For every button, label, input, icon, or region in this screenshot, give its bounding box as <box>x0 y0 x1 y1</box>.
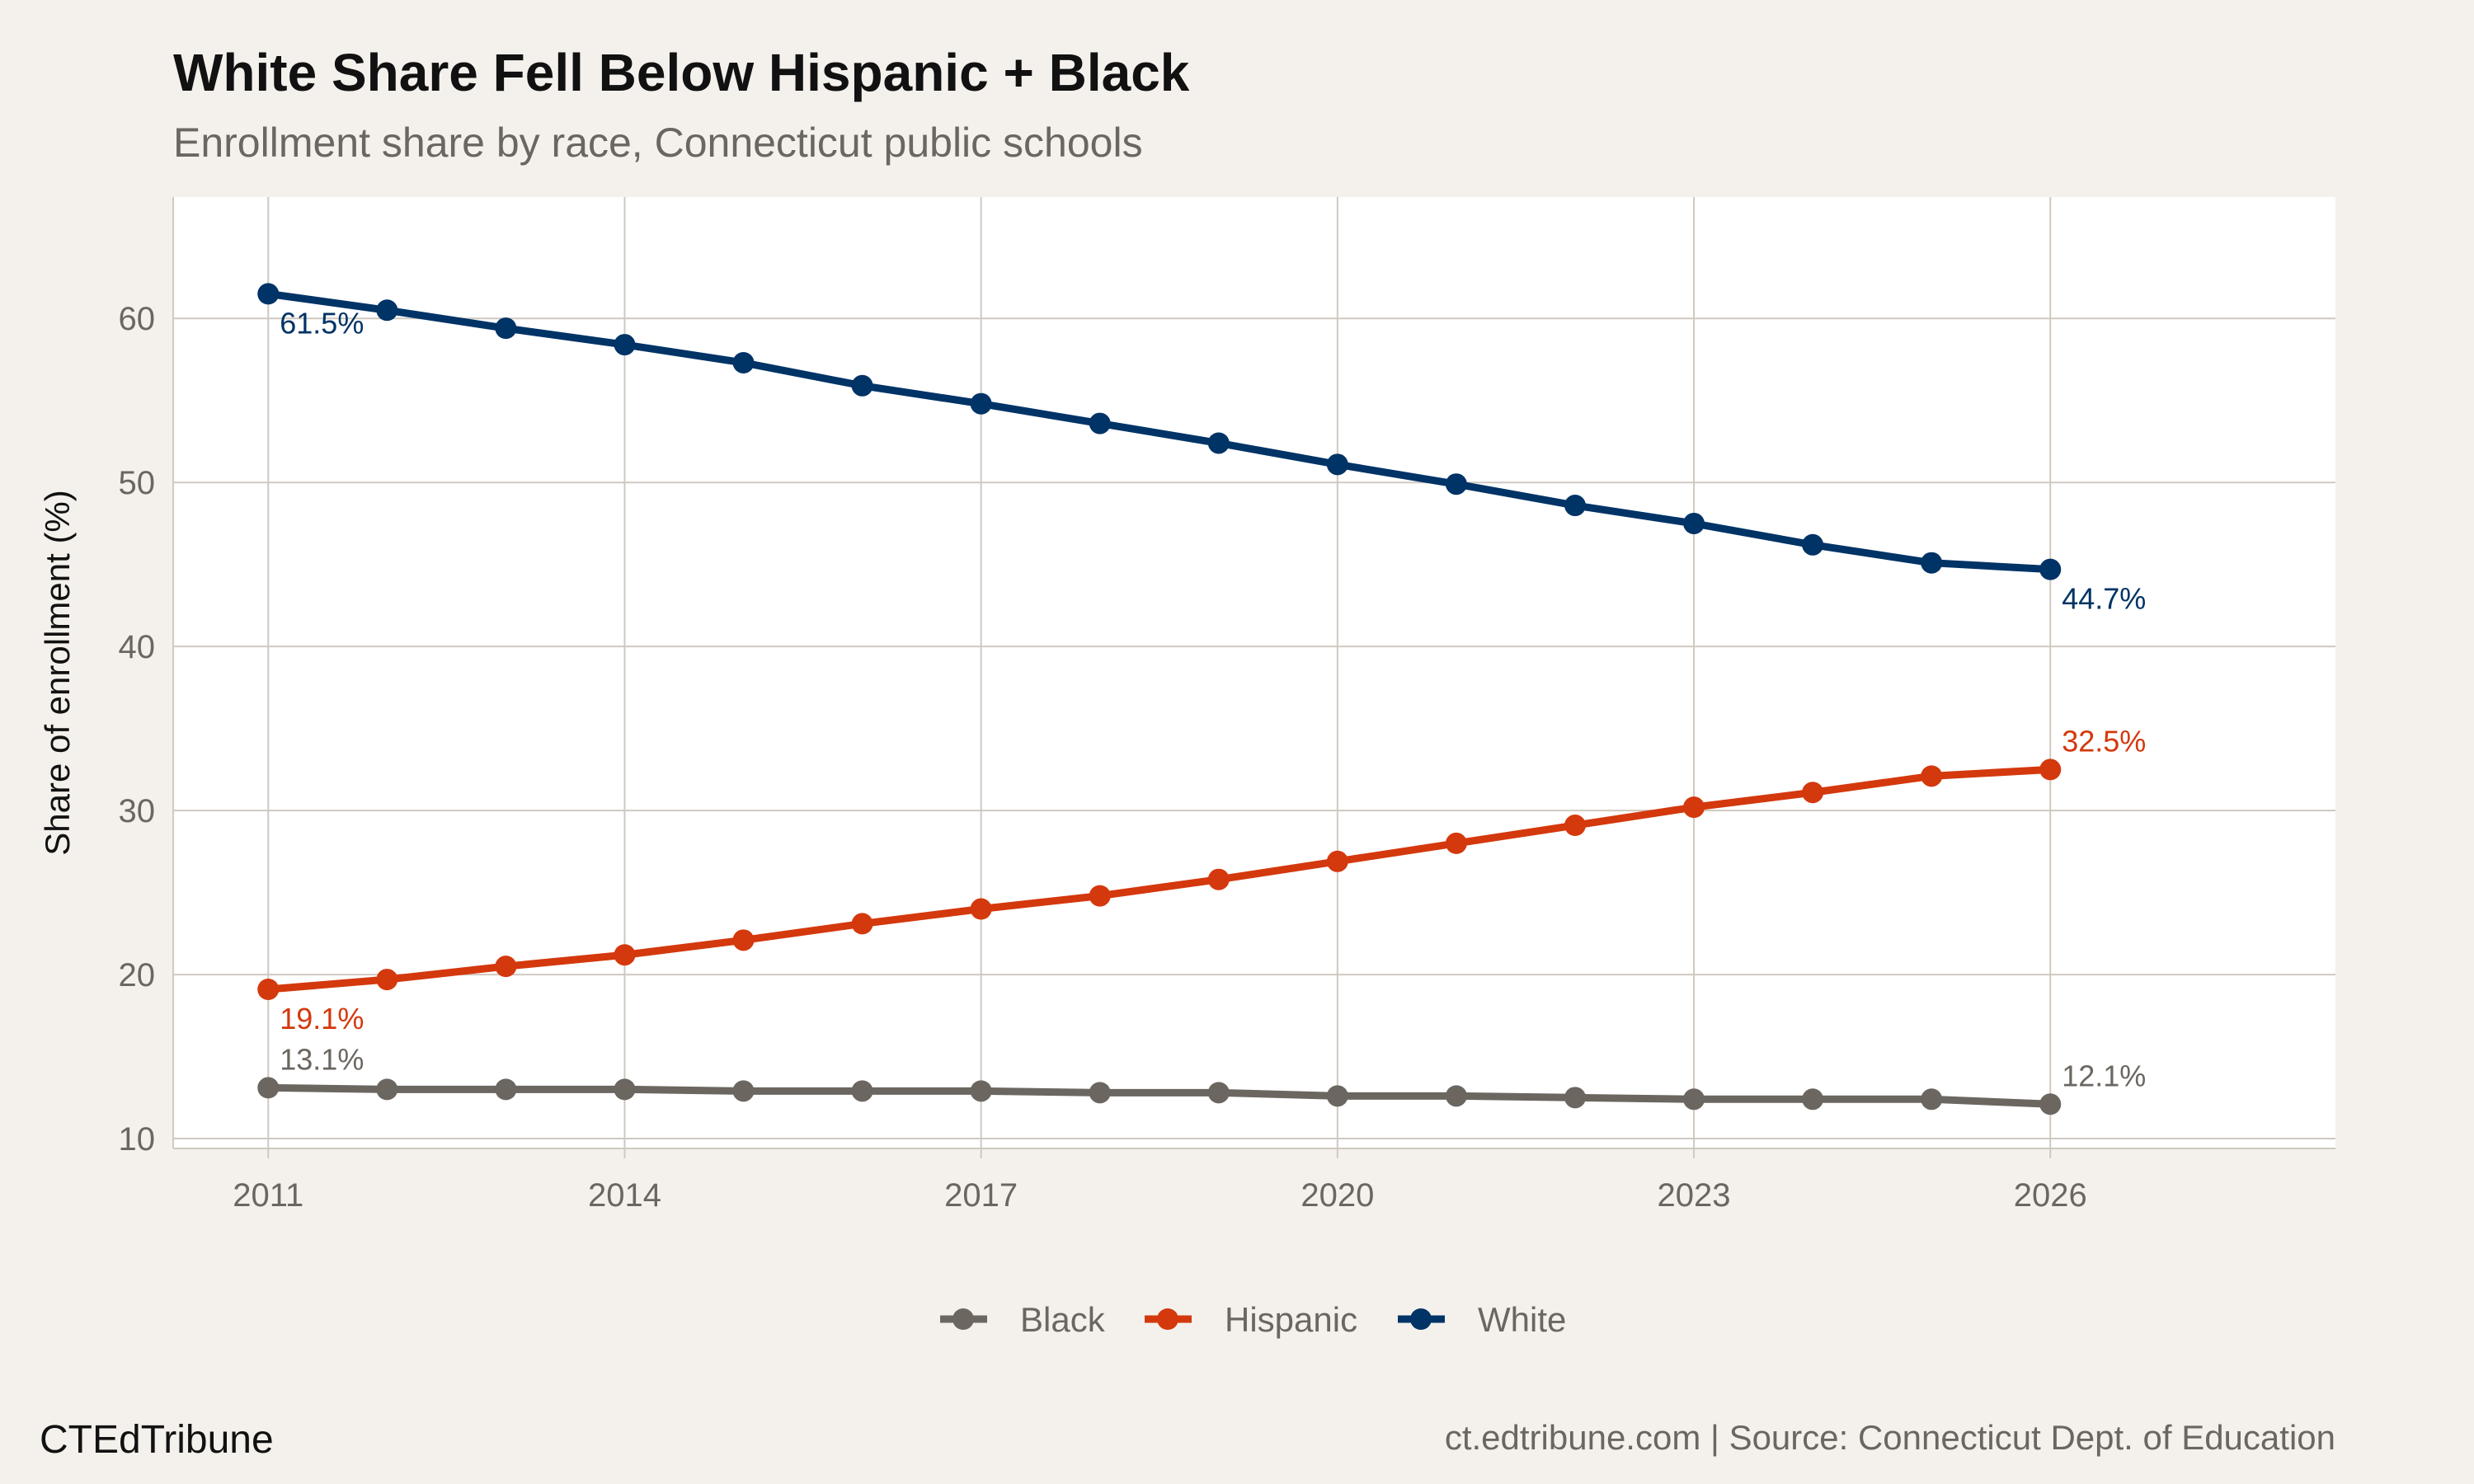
y-tick-label: 20 <box>119 957 156 993</box>
y-tick-label: 60 <box>119 301 156 337</box>
point-hispanic <box>1921 765 1943 787</box>
series-hispanic: 19.1% 32.5% <box>257 724 2146 1036</box>
point-hispanic <box>1326 850 1348 872</box>
legend: Black Hispanic White <box>940 1300 1566 1339</box>
point-black <box>1564 1087 1586 1109</box>
legend-key-point <box>1157 1308 1178 1330</box>
point-white <box>376 299 398 322</box>
chart-title: White Share Fell Below Hispanic + Black <box>173 43 1190 102</box>
point-white <box>1207 432 1230 454</box>
start-label-hispanic: 19.1% <box>280 1002 364 1036</box>
point-white <box>614 334 636 356</box>
start-label-black: 13.1% <box>280 1042 364 1076</box>
point-hispanic <box>614 944 636 966</box>
x-tick-label: 2014 <box>588 1177 661 1214</box>
point-hispanic <box>1802 782 1824 804</box>
x-tick-label: 2020 <box>1300 1177 1374 1214</box>
point-black <box>732 1080 755 1102</box>
point-white <box>495 317 517 340</box>
point-white <box>970 392 992 415</box>
end-label-hispanic: 32.5% <box>2062 724 2146 758</box>
series-black: 13.1% 12.1% <box>257 1042 2146 1115</box>
point-white <box>1921 552 1943 574</box>
plot-panel <box>173 197 2335 1148</box>
point-white <box>2039 558 2062 580</box>
chart-subtitle: Enrollment share by race, Connecticut pu… <box>173 120 1143 166</box>
point-hispanic <box>970 898 992 920</box>
point-hispanic <box>1564 815 1586 837</box>
point-black <box>376 1078 398 1101</box>
point-black <box>970 1080 992 1102</box>
source-caption: ct.edtribune.com | Source: Connecticut D… <box>1445 1418 2335 1457</box>
legend-key-point <box>1410 1308 1432 1330</box>
point-white <box>732 351 755 373</box>
point-hispanic <box>495 956 517 978</box>
point-black <box>1207 1082 1230 1104</box>
point-hispanic <box>851 913 873 935</box>
point-white <box>257 283 280 305</box>
series-layer: 13.1% 12.1% 19.1% 32.5% 61.5% 44.7% <box>257 283 2146 1115</box>
line-black <box>268 1083 2051 1108</box>
point-hispanic <box>1683 796 1705 819</box>
point-white <box>1326 453 1348 476</box>
legend-item-black: Black <box>940 1300 1106 1339</box>
brand-logo-text: CTEdTribune <box>40 1418 274 1462</box>
y-tick-label: 40 <box>119 629 156 665</box>
x-tick-label: 2017 <box>944 1177 1018 1214</box>
point-white <box>1445 473 1467 495</box>
point-hispanic <box>376 969 398 991</box>
point-black <box>1921 1088 1943 1111</box>
point-black <box>614 1078 636 1101</box>
start-label-white: 61.5% <box>280 306 364 340</box>
point-black <box>1089 1082 1111 1104</box>
point-white <box>851 374 873 397</box>
legend-item-hispanic: Hispanic <box>1145 1300 1357 1339</box>
legend-key-point <box>952 1308 974 1330</box>
y-tick-label: 50 <box>119 465 156 501</box>
axes: 10 20 30 40 50 60 2011 2014 2017 2020 2023 2026 <box>119 197 2335 1214</box>
point-hispanic <box>257 979 280 1001</box>
point-black <box>2039 1093 2062 1115</box>
point-black <box>257 1077 280 1099</box>
end-label-black: 12.1% <box>2062 1059 2146 1092</box>
point-white <box>1802 533 1824 556</box>
point-hispanic <box>1207 868 1230 890</box>
point-hispanic <box>732 929 755 951</box>
point-black <box>1326 1085 1348 1107</box>
x-tick-label: 2023 <box>1658 1177 1731 1214</box>
point-white <box>1683 512 1705 534</box>
y-tick-label: 30 <box>119 793 156 829</box>
series-white: 61.5% 44.7% <box>257 283 2146 616</box>
x-tick-label: 2026 <box>2014 1177 2087 1214</box>
point-black <box>1802 1088 1824 1111</box>
legend-label: Hispanic <box>1225 1300 1357 1339</box>
y-axis-label: Share of enrollment (%) <box>38 490 77 856</box>
line-white <box>267 289 2051 574</box>
point-hispanic <box>1445 832 1467 854</box>
legend-label: White <box>1478 1300 1566 1339</box>
legend-item-white: White <box>1398 1300 1566 1339</box>
point-white <box>1089 412 1111 434</box>
grid <box>173 197 2335 1158</box>
point-black <box>851 1080 873 1102</box>
end-label-white: 44.7% <box>2062 582 2146 616</box>
line-hispanic <box>267 765 2051 993</box>
point-hispanic <box>2039 758 2062 781</box>
point-black <box>1683 1088 1705 1111</box>
x-tick-label: 2011 <box>233 1177 303 1214</box>
point-hispanic <box>1089 885 1111 907</box>
point-white <box>1564 495 1586 517</box>
y-tick-label: 10 <box>119 1121 156 1158</box>
point-black <box>495 1078 517 1101</box>
point-black <box>1445 1085 1467 1107</box>
legend-label: Black <box>1020 1300 1106 1339</box>
